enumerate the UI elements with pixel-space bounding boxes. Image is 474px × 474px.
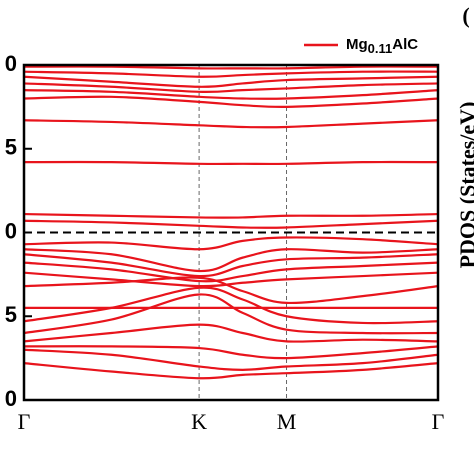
legend-part: 0.11 — [368, 41, 393, 56]
band-line — [23, 271, 439, 288]
band-line — [23, 219, 439, 229]
band-line — [23, 75, 439, 88]
side-label: PDOS (States/eV) — [455, 102, 474, 269]
band-line — [23, 248, 439, 273]
y-tick-label: 5 — [5, 302, 17, 327]
plot-frame — [22, 63, 440, 402]
plot-area — [23, 64, 439, 401]
y-tick-label: 0 — [5, 386, 17, 411]
band-line — [23, 65, 439, 70]
band-line — [23, 362, 439, 380]
band-line — [23, 286, 439, 325]
x-tick-label: Γ — [18, 409, 31, 434]
legend-part: Mg — [346, 36, 368, 53]
legend-part: AlC — [392, 36, 418, 53]
band-line — [23, 119, 439, 129]
band-line — [23, 236, 439, 251]
band-line — [23, 212, 439, 219]
band-line — [23, 70, 439, 78]
x-tick-label: K — [191, 409, 207, 434]
band-line — [23, 82, 439, 94]
band-line — [23, 95, 439, 109]
y-tick-label: 0 — [5, 51, 17, 76]
y-tick-label: 5 — [5, 135, 17, 160]
band-line — [23, 348, 439, 371]
band-line — [23, 293, 439, 335]
band-line — [23, 253, 439, 278]
x-tick-label: Γ — [432, 409, 445, 434]
band-line — [23, 89, 439, 100]
band-line — [23, 323, 439, 343]
x-tick-label: M — [277, 409, 297, 434]
corner-text: ( — [462, 3, 469, 28]
band-line — [23, 276, 439, 305]
y-tick-label: 0 — [5, 218, 17, 243]
band-line — [23, 261, 439, 283]
band-line — [23, 160, 439, 166]
band-line — [23, 345, 439, 360]
legend-label: Mg0.11AlC — [346, 36, 418, 56]
